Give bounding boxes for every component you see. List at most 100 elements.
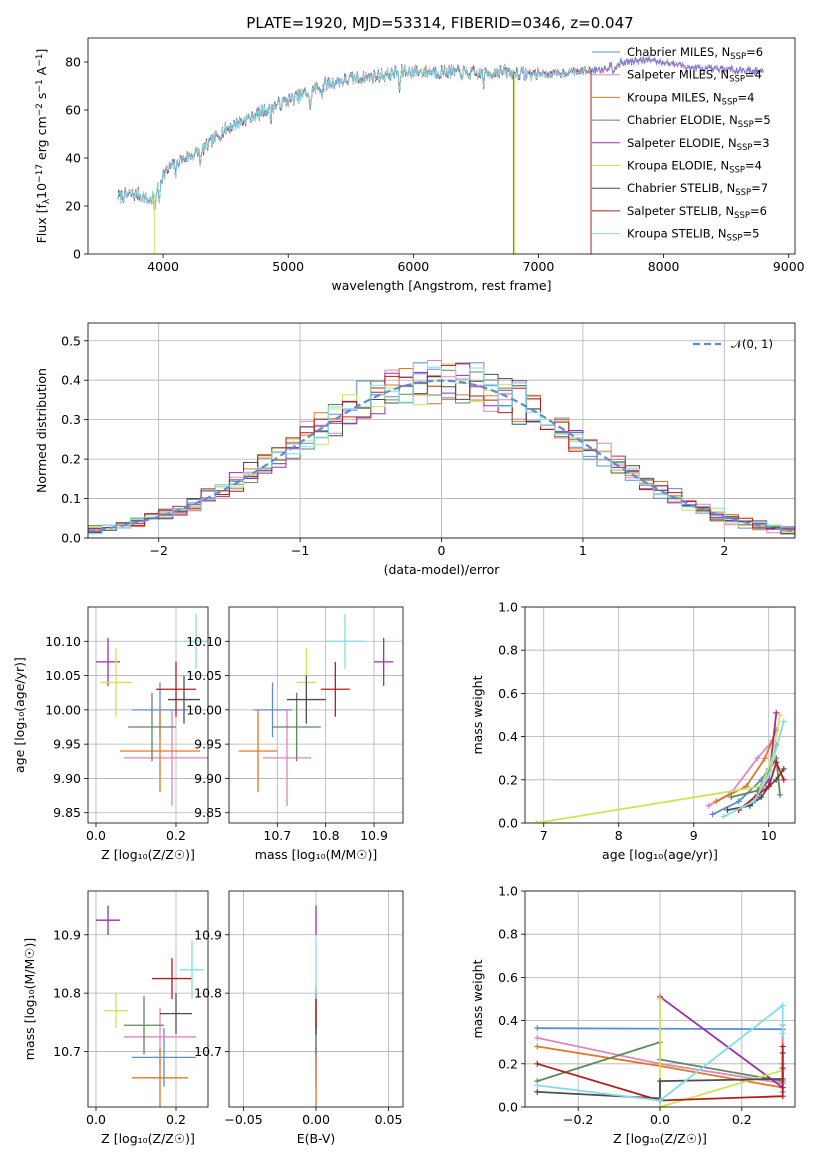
- axes-frame-age_vs_mass: [228, 606, 404, 824]
- weight-series-marker: [773, 776, 780, 783]
- x-tick-label: 0.0: [86, 1112, 106, 1127]
- y-tick-label: 10.9: [53, 927, 81, 942]
- plot-area-residuals: [88, 360, 795, 537]
- y-tick-label: 60: [65, 103, 81, 118]
- weight-series-marker: [780, 718, 787, 725]
- weight-series-marker: [534, 1034, 541, 1041]
- weight-series-marker: [705, 802, 712, 809]
- x-tick-label: −0.2: [563, 1112, 593, 1127]
- x-tick-label: 0.00: [302, 1112, 330, 1127]
- y-tick-label: 9.85: [53, 805, 81, 820]
- panel-weight_vs_Z: −0.2 0.0 0.2 0.0 0.2 0.4 0.6 0.8 1.0 Z [log₁₀(Z/Z…: [470, 884, 796, 1146]
- x-tick-label: 8: [615, 828, 623, 843]
- x-tick-label: 1: [579, 543, 587, 558]
- x-tick-label: 0.0: [86, 828, 106, 843]
- y-tick-label: 9.95: [53, 737, 81, 752]
- x-tick-label: 7: [540, 828, 548, 843]
- panel-residuals: −2 −1 0 1 2 0.0 0.1 0.2 0.3 0.4 0.5 (data-model)/er…: [34, 322, 796, 577]
- y-axis-label: mass weight: [470, 959, 485, 1038]
- weight-series-marker: [780, 766, 787, 772]
- weight-series-marker: [720, 813, 727, 820]
- weight-series-marker: [779, 1002, 786, 1009]
- y-tick-label: 9.90: [53, 771, 81, 786]
- weight-series-marker: [750, 798, 757, 805]
- y-tick-label: 40: [65, 151, 81, 166]
- y-tick-label: 10.7: [53, 1044, 81, 1059]
- errorbar-point: [96, 905, 120, 935]
- y-tick-label: 9.95: [194, 737, 222, 752]
- errorbar-point: [160, 993, 192, 1035]
- weight-series-marker: [534, 1060, 541, 1067]
- weight-series-line: [537, 1046, 784, 1102]
- weight-series-marker: [765, 783, 772, 790]
- weight-series-line: [723, 721, 785, 818]
- x-tick-label: 9000: [773, 259, 805, 274]
- y-tick-label: 10.10: [186, 634, 222, 649]
- x-tick-label: 0.0: [650, 1112, 670, 1127]
- y-tick-label: 0.0: [498, 816, 518, 831]
- x-axis-label: mass [log₁₀(M/M☉)]: [255, 847, 377, 862]
- weight-series-marker: [534, 1088, 541, 1095]
- errorbar-point: [100, 648, 132, 717]
- x-tick-label: −0.05: [224, 1112, 262, 1127]
- normal-curve: [88, 379, 793, 533]
- legend-entry: Salpeter MILES, NSSP=4: [627, 68, 762, 85]
- weight-series-marker: [780, 776, 787, 783]
- legend-entry: Chabrier MILES, NSSP=6: [627, 45, 763, 62]
- errorbar-point: [287, 675, 326, 724]
- weight-series-marker: [762, 755, 768, 762]
- errorbar-point: [180, 940, 204, 999]
- y-tick-label: 0.3: [61, 412, 81, 427]
- y-tick-label: 10.00: [45, 702, 81, 717]
- x-tick-label: 5000: [272, 259, 304, 274]
- errorbar-point: [262, 709, 312, 806]
- legend-entry: Kroupa MILES, NSSP=4: [627, 90, 754, 107]
- y-tick-label: 0.8: [498, 927, 518, 942]
- weight-series-line: [537, 1003, 784, 1102]
- panel-mass_vs_ebv: −0.05 0.00 0.05 10.7 10.8 10.9 E(B-V): [194, 890, 404, 1146]
- spectrum-series-line: [117, 64, 592, 210]
- errorbar-point: [320, 661, 350, 717]
- y-tick-label: 1.0: [498, 884, 518, 899]
- errorbar-point: [253, 682, 292, 738]
- x-tick-label: 10.8: [312, 828, 340, 843]
- y-tick-label: 10.00: [186, 702, 222, 717]
- weight-series-marker: [773, 759, 780, 766]
- weight-series-marker: [713, 798, 720, 805]
- legend-entry: Chabrier ELODIE, NSSP=5: [627, 113, 771, 130]
- x-tick-label: 8000: [648, 259, 680, 274]
- x-tick-label: −2: [149, 543, 167, 558]
- errorbar-point: [325, 613, 365, 669]
- spectrum-series-line: [117, 64, 592, 209]
- residual-histogram: [88, 362, 795, 535]
- weight-series-marker: [657, 996, 663, 1002]
- y-axis-label: Normed distribution: [34, 368, 49, 493]
- legend-entry: 𝒩(0, 1): [731, 337, 773, 351]
- legend-entry: Chabrier STELIB, NSSP=7: [627, 181, 768, 198]
- errorbar-point: [132, 1028, 196, 1087]
- errorbar-point: [238, 709, 278, 793]
- axes-frame-mass_vs_Z: [87, 890, 209, 1108]
- y-tick-label: 0.8: [498, 643, 518, 658]
- panel-weight_vs_age: 7 8 9 10 0.0 0.2 0.4 0.6 0.8 1.0 age [log₁₀(age/yr…: [470, 600, 796, 862]
- x-tick-label: 10.7: [263, 828, 291, 843]
- spectrum-series-line: [117, 64, 514, 207]
- y-axis-label: mass weight: [470, 675, 485, 754]
- grid-mass_vs_Z: [88, 891, 208, 1107]
- y-tick-label: 9.90: [194, 771, 222, 786]
- x-tick-label: 6000: [397, 259, 429, 274]
- y-tick-label: 0.4: [498, 729, 518, 744]
- axes-frame-residuals: [87, 322, 796, 539]
- errorbar-point: [128, 692, 176, 762]
- errorbar-point: [374, 637, 394, 686]
- weight-series-marker: [534, 1043, 541, 1050]
- weight-series-marker: [728, 794, 735, 801]
- axes-frame-weight_vs_age: [524, 606, 796, 824]
- y-tick-label: 0.2: [498, 772, 518, 787]
- x-tick-label: 0.2: [166, 828, 186, 843]
- weight-series-marker: [779, 1043, 786, 1050]
- y-tick-label: 0.2: [498, 1056, 518, 1071]
- legend-entry: Salpeter STELIB, NSSP=6: [627, 204, 767, 221]
- weight-series-marker: [657, 1097, 663, 1104]
